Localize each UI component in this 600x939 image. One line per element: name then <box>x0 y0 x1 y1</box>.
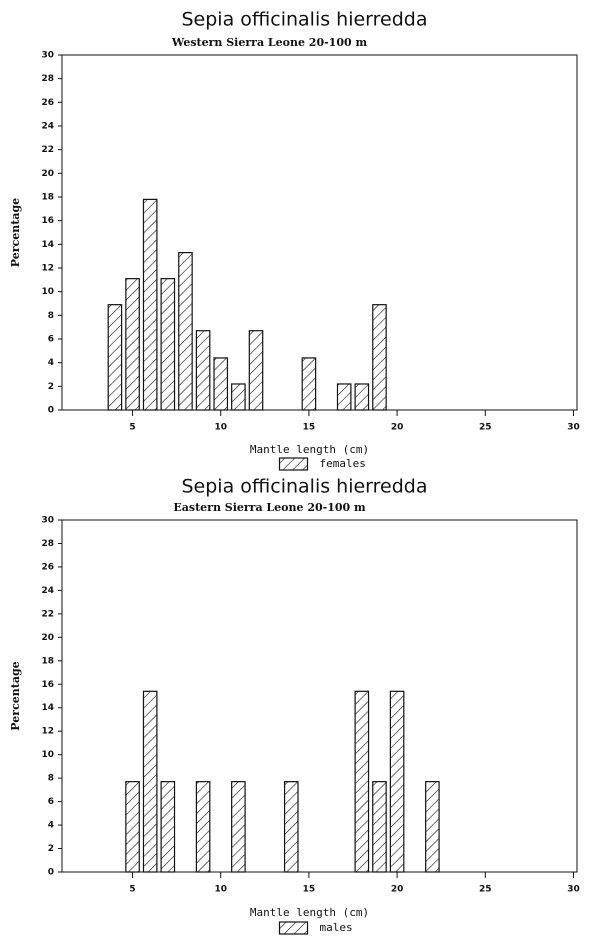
y-tick-label: 28 <box>41 74 54 84</box>
chart-title: Sepia officinalis hierredda <box>181 476 427 498</box>
y-tick-label: 26 <box>41 562 54 572</box>
bar <box>107 304 123 411</box>
bar <box>248 330 264 411</box>
y-tick-label: 20 <box>41 633 54 643</box>
x-tick-label: 25 <box>479 885 492 895</box>
y-tick-label: 18 <box>41 656 54 666</box>
bar <box>142 198 158 411</box>
bar <box>195 330 211 411</box>
y-tick-label: 0 <box>48 868 54 878</box>
y-tick-label: 10 <box>41 287 54 297</box>
plot-frame <box>61 519 578 873</box>
y-tick-label: 14 <box>41 240 54 250</box>
x-tick-label: 15 <box>303 423 316 433</box>
y-tick-label: 18 <box>41 193 54 203</box>
bar <box>372 304 387 411</box>
bar <box>336 383 352 411</box>
chart-title: Sepia officinalis hierredda <box>181 9 427 31</box>
chart-subtitle: Western Sierra Leone 20-100 m <box>171 36 368 49</box>
x-tick-label: 5 <box>129 885 135 895</box>
y-tick-label: 4 <box>48 821 54 831</box>
bar <box>142 690 158 873</box>
y-axis-label: Percentage <box>9 661 22 730</box>
y-tick-label: 16 <box>41 216 54 226</box>
y-tick-label: 12 <box>41 727 54 737</box>
y-tick-label: 6 <box>48 335 54 345</box>
legend-label: males <box>320 921 353 934</box>
x-tick-label: 20 <box>391 885 404 895</box>
y-tick-label: 26 <box>41 98 54 108</box>
bar <box>354 690 370 873</box>
bar <box>231 383 246 411</box>
bar <box>160 278 176 411</box>
bar <box>195 781 211 873</box>
bar <box>125 781 140 873</box>
y-tick-label: 30 <box>41 516 54 526</box>
y-tick-label: 24 <box>41 122 54 132</box>
y-tick-label: 0 <box>48 406 54 416</box>
y-tick-label: 24 <box>41 586 54 596</box>
y-tick-label: 8 <box>48 311 54 321</box>
y-tick-label: 8 <box>48 774 54 784</box>
bar <box>283 781 299 873</box>
y-tick-label: 4 <box>48 358 54 368</box>
legend-swatch <box>278 921 309 935</box>
bar <box>425 781 440 873</box>
y-tick-label: 22 <box>41 145 54 155</box>
y-tick-label: 2 <box>48 844 54 854</box>
bar <box>125 278 140 411</box>
legend-label: females <box>320 457 366 470</box>
x-tick-label: 15 <box>303 885 316 895</box>
y-tick-label: 2 <box>48 382 54 392</box>
y-tick-label: 12 <box>41 264 54 274</box>
y-tick-label: 14 <box>41 703 54 713</box>
y-tick-label: 16 <box>41 680 54 690</box>
x-tick-label: 20 <box>391 423 404 433</box>
bar <box>372 781 387 873</box>
x-tick-label: 30 <box>567 885 580 895</box>
y-tick-label: 22 <box>41 609 54 619</box>
x-tick-label: 10 <box>214 885 227 895</box>
legend-swatch <box>278 457 309 471</box>
bar <box>389 690 405 873</box>
chart-subtitle: Eastern Sierra Leone 20-100 m <box>173 501 366 514</box>
bar <box>301 357 317 411</box>
bar <box>354 383 370 411</box>
y-tick-label: 30 <box>41 51 54 61</box>
x-tick-label: 25 <box>479 423 492 433</box>
y-tick-label: 10 <box>41 750 54 760</box>
bar <box>213 357 229 411</box>
x-axis-label: Mantle length (cm) <box>250 906 369 919</box>
x-axis-label: Mantle length (cm) <box>250 443 369 456</box>
x-tick-label: 5 <box>129 423 135 433</box>
y-tick-label: 28 <box>41 539 54 549</box>
y-axis-label: Percentage <box>9 198 22 267</box>
y-tick-label: 20 <box>41 169 54 179</box>
bar <box>160 781 176 873</box>
x-tick-label: 30 <box>567 423 580 433</box>
plot-frame <box>61 54 578 411</box>
bar <box>178 252 193 411</box>
x-tick-label: 10 <box>214 423 227 433</box>
y-tick-label: 6 <box>48 797 54 807</box>
bar <box>231 781 246 873</box>
